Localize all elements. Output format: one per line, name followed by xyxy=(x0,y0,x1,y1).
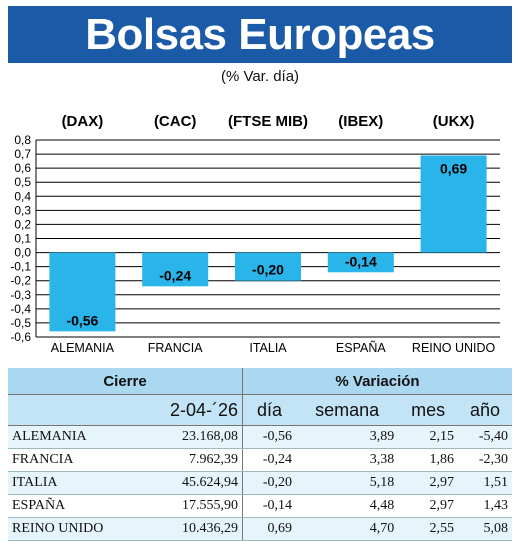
cell-cierre: 7.962,39 xyxy=(134,448,243,472)
header-anio: año xyxy=(457,394,512,426)
header-date: 2-04-´26 xyxy=(134,394,243,426)
x-tick-label: ITALIA xyxy=(249,341,287,355)
cell-cierre: 23.168,08 xyxy=(134,425,243,449)
x-tick-label: REINO UNIDO xyxy=(412,341,496,355)
cell-semana: 4,70 xyxy=(295,517,399,541)
chart-subtitle: (% Var. día) xyxy=(220,68,300,85)
bar xyxy=(420,155,487,253)
y-tick-label: -0,1 xyxy=(10,260,31,274)
cell-dia: -0,14 xyxy=(242,494,296,518)
chart-title: Bolsas Europeas xyxy=(85,9,435,59)
index-label: (FTSE MIB) xyxy=(228,113,308,130)
cell-mes: 2,15 xyxy=(398,425,458,449)
index-label: (IBEX) xyxy=(338,113,383,130)
header-dia: día xyxy=(242,394,296,426)
table-row: REINO UNIDO 10.436,29 0,69 4,70 2,55 5,0… xyxy=(8,517,512,541)
data-label: -0,14 xyxy=(345,253,377,269)
cell-anio: 1,51 xyxy=(457,471,512,495)
cell-semana: 4,48 xyxy=(295,494,399,518)
bar xyxy=(235,252,301,281)
cell-dia: -0,24 xyxy=(242,448,296,472)
cell-cierre: 10.436,29 xyxy=(134,517,243,541)
cell-country: ITALIA xyxy=(8,471,134,495)
cell-anio: 5,08 xyxy=(457,517,512,541)
y-tick-label: 0,7 xyxy=(14,147,31,161)
y-tick-label: 0,0 xyxy=(14,246,31,260)
data-label: -0,24 xyxy=(159,267,191,283)
cell-anio: 1,43 xyxy=(457,494,512,518)
bar-chart: 0,80,70,60,50,40,30,20,10,0-0,1-0,2-0,3-… xyxy=(10,113,500,355)
data-label: 0,69 xyxy=(440,160,467,176)
cell-cierre: 45.624,94 xyxy=(134,471,243,495)
y-tick-label: 0,3 xyxy=(14,203,31,217)
cell-country: FRANCIA xyxy=(8,448,134,472)
header-mes: mes xyxy=(398,394,458,426)
cell-dia: -0,20 xyxy=(242,471,296,495)
y-tick-label: 0,4 xyxy=(14,189,31,203)
cell-semana: 5,18 xyxy=(295,471,399,495)
y-tick-label: 0,2 xyxy=(14,217,31,231)
y-tick-label: 0,8 xyxy=(14,133,31,147)
cell-dia: -0,56 xyxy=(242,425,296,449)
cell-mes: 2,97 xyxy=(398,494,458,518)
bar xyxy=(49,252,116,332)
y-tick-label: -0,2 xyxy=(10,274,31,288)
y-tick-label: -0,5 xyxy=(10,316,31,330)
header-blank xyxy=(8,394,134,426)
cell-country: REINO UNIDO xyxy=(8,517,134,541)
bar xyxy=(327,252,394,273)
data-table: Cierre % Variación 2-04-´26 día semana m… xyxy=(8,368,512,541)
header-cierre: Cierre xyxy=(8,368,243,395)
index-label: (CAC) xyxy=(154,113,197,130)
cell-mes: 1,86 xyxy=(398,448,458,472)
cell-anio: -2,30 xyxy=(457,448,512,472)
cell-cierre: 17.555,90 xyxy=(134,494,243,518)
header-semana: semana xyxy=(295,394,399,426)
cell-semana: 3,89 xyxy=(295,425,399,449)
data-table-wrapper: Cierre % Variación 2-04-´26 día semana m… xyxy=(8,368,512,541)
cell-mes: 2,97 xyxy=(398,471,458,495)
y-tick-label: -0,4 xyxy=(10,302,31,316)
table-row: FRANCIA 7.962,39 -0,24 3,38 1,86 -2,30 xyxy=(8,448,512,472)
y-tick-label: 0,5 xyxy=(14,175,31,189)
cell-anio: -5,40 xyxy=(457,425,512,449)
y-tick-label: -0,6 xyxy=(10,330,31,344)
table-row: ESPAÑA 17.555,90 -0,14 4,48 2,97 1,43 xyxy=(8,494,512,518)
cell-dia: 0,69 xyxy=(242,517,296,541)
y-tick-label: 0,6 xyxy=(14,161,31,175)
cell-country: ESPAÑA xyxy=(8,494,134,518)
header-variacion: % Variación xyxy=(242,368,512,395)
table-row: ALEMANIA 23.168,08 -0,56 3,89 2,15 -5,40 xyxy=(8,425,512,449)
cell-mes: 2,55 xyxy=(398,517,458,541)
table-subheader-row: 2-04-´26 día semana mes año xyxy=(8,394,512,426)
cell-country: ALEMANIA xyxy=(8,425,134,449)
x-tick-label: ESPAÑA xyxy=(336,341,386,355)
x-tick-label: ALEMANIA xyxy=(51,341,115,355)
data-label: -0,20 xyxy=(252,262,284,278)
y-tick-label: 0,1 xyxy=(14,232,31,246)
index-label: (DAX) xyxy=(62,113,104,130)
x-tick-label: FRANCIA xyxy=(148,341,204,355)
cell-semana: 3,38 xyxy=(295,448,399,472)
title-bar: Bolsas Europeas xyxy=(8,6,512,63)
table-row: ITALIA 45.624,94 -0,20 5,18 2,97 1,51 xyxy=(8,471,512,495)
index-label: (UKX) xyxy=(433,113,475,130)
table-header-row: Cierre % Variación xyxy=(8,368,512,395)
y-tick-label: -0,3 xyxy=(10,288,31,302)
bar xyxy=(142,252,209,287)
data-label: -0,56 xyxy=(66,312,98,328)
